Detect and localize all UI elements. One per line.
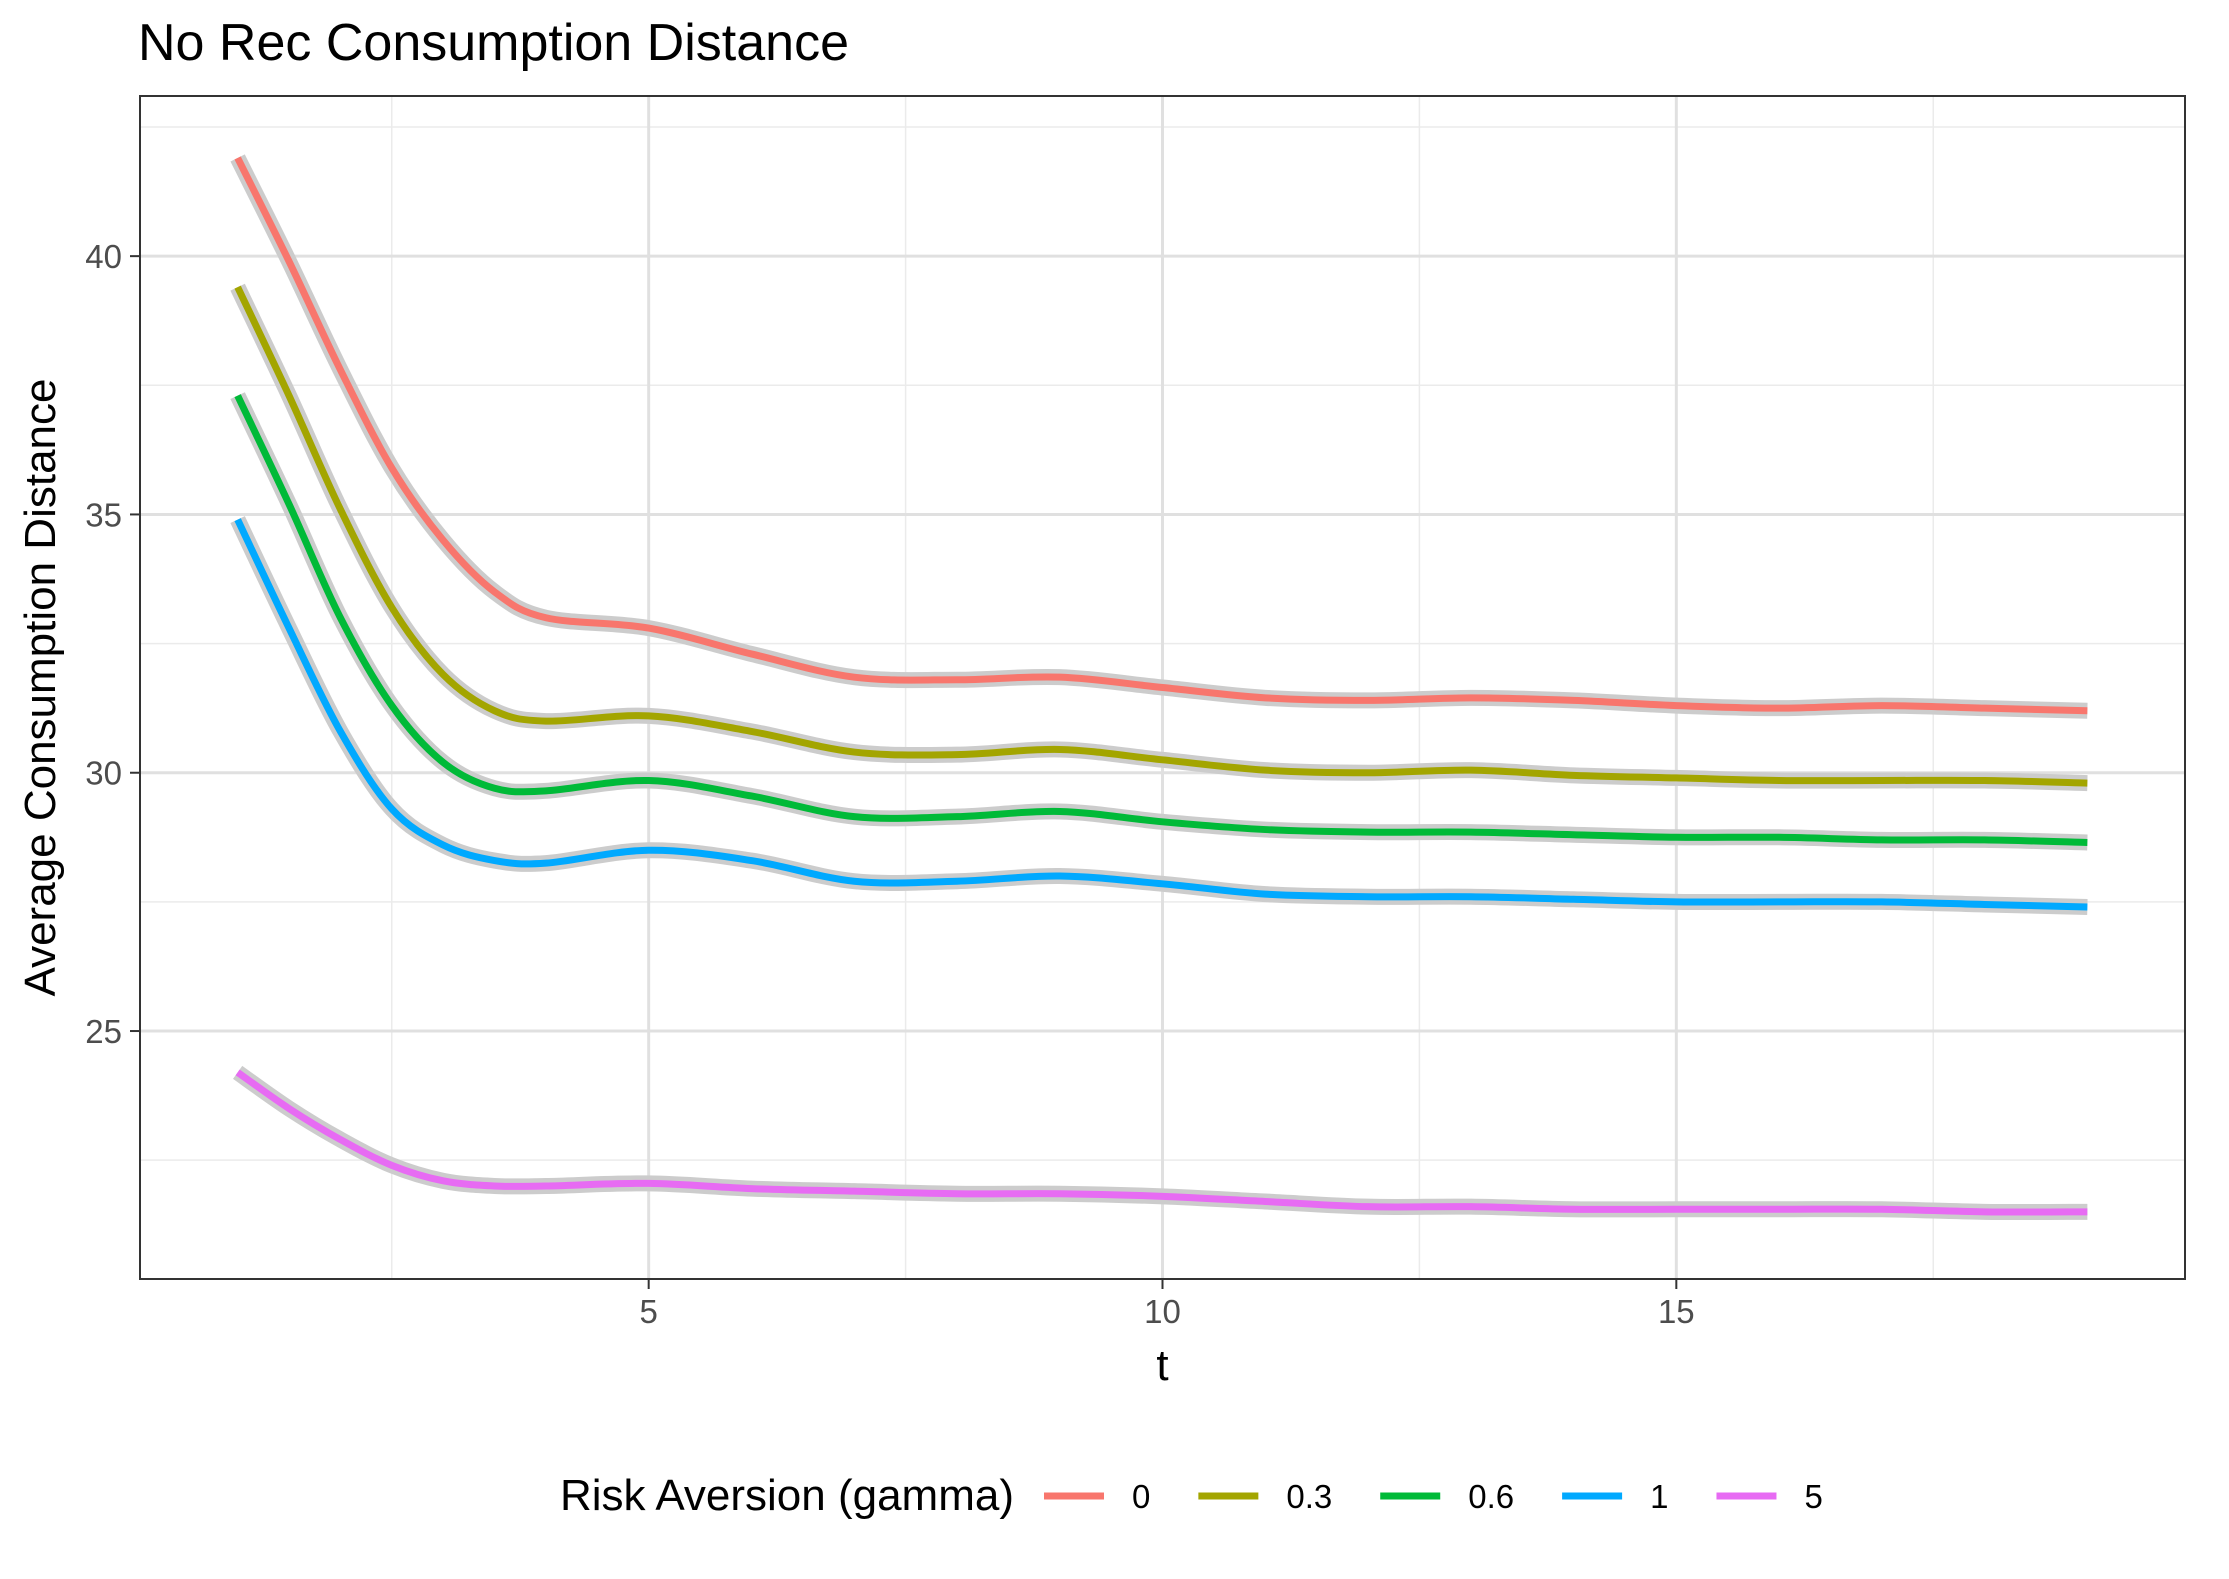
series-line-0.3 (234, 285, 2088, 787)
legend-label: 1 (1650, 1478, 1668, 1515)
axis-layer: 5 10 15 25 30 35 40 (85, 238, 1694, 1330)
legend-label: 0.6 (1468, 1478, 1514, 1515)
x-tick-label: 10 (1144, 1293, 1181, 1330)
y-axis-title: Average Consumption Distance (16, 379, 65, 997)
legend-items: 0 0.3 0.6 1 5 (1044, 1478, 1823, 1515)
legend: Risk Aversion (gamma) 0 0.3 0.6 1 5 (560, 1471, 1823, 1520)
legend-item-0: 0 (1044, 1478, 1150, 1515)
x-tick-label: 15 (1658, 1293, 1695, 1330)
legend-item-0.3: 0.3 (1198, 1478, 1332, 1515)
chart-title: No Rec Consumption Distance (138, 14, 849, 72)
y-tick-label: 35 (85, 496, 122, 533)
y-tick-label: 40 (85, 238, 122, 275)
x-tick-label: 5 (640, 1293, 658, 1330)
y-tick-label: 25 (85, 1013, 122, 1050)
x-axis-title: t (1156, 1341, 1168, 1390)
legend-label: 0.3 (1286, 1478, 1332, 1515)
series-line-0.6 (234, 394, 2088, 846)
series-line-5 (235, 1069, 2088, 1216)
legend-title: Risk Aversion (gamma) (560, 1471, 1014, 1520)
series-line-1 (234, 518, 2088, 911)
y-tick-label: 30 (85, 755, 122, 792)
legend-label: 0 (1132, 1478, 1150, 1515)
legend-item-0.6: 0.6 (1380, 1478, 1514, 1515)
legend-item-1: 1 (1562, 1478, 1668, 1515)
series-line-0 (234, 156, 2088, 715)
legend-label: 5 (1804, 1478, 1822, 1515)
legend-item-5: 5 (1716, 1478, 1823, 1515)
line-layer (234, 156, 2088, 1216)
